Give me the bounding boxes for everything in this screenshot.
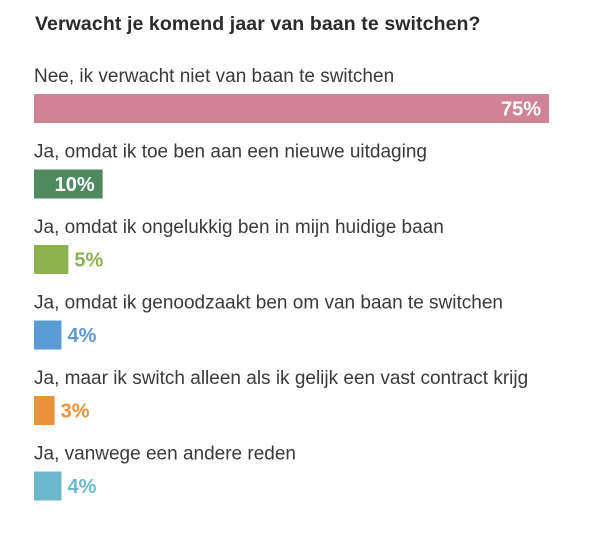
bar-row: Ja, omdat ik toe ben aan een nieuwe uitd…	[34, 142, 427, 199]
bar	[34, 396, 55, 425]
value-label: 4%	[67, 325, 96, 347]
bar-row: Ja, vanwege een andere reden 4%	[34, 444, 296, 501]
value-label: 10%	[55, 174, 95, 196]
bar-row: Ja, omdat ik genoodzaakt ben om van baan…	[34, 293, 503, 350]
category-label: Nee, ik verwacht niet van baan te switch…	[34, 66, 394, 87]
value-label: 75%	[501, 99, 541, 121]
bar	[34, 471, 62, 501]
value-label: 4%	[67, 476, 96, 498]
chart-title: Verwacht je komend jaar van baan te swit…	[35, 13, 481, 35]
value-label: 5%	[74, 250, 103, 272]
category-label: Ja, vanwege een andere reden	[34, 444, 296, 465]
bar-row: Ja, maar ik switch alleen als ik gelijk …	[34, 368, 528, 425]
bar	[34, 94, 549, 123]
bar	[34, 320, 62, 350]
value-label: 3%	[61, 401, 90, 423]
category-label: Ja, maar ik switch alleen als ik gelijk …	[34, 368, 528, 389]
bar	[34, 245, 69, 274]
bar-row: Nee, ik verwacht niet van baan te switch…	[34, 66, 549, 123]
category-label: Ja, omdat ik ongelukkig ben in mijn huid…	[34, 217, 444, 238]
bar	[34, 169, 103, 199]
category-label: Ja, omdat ik genoodzaakt ben om van baan…	[34, 293, 503, 314]
category-label: Ja, omdat ik toe ben aan een nieuwe uitd…	[34, 142, 427, 163]
bar-row: Ja, omdat ik ongelukkig ben in mijn huid…	[34, 217, 444, 274]
